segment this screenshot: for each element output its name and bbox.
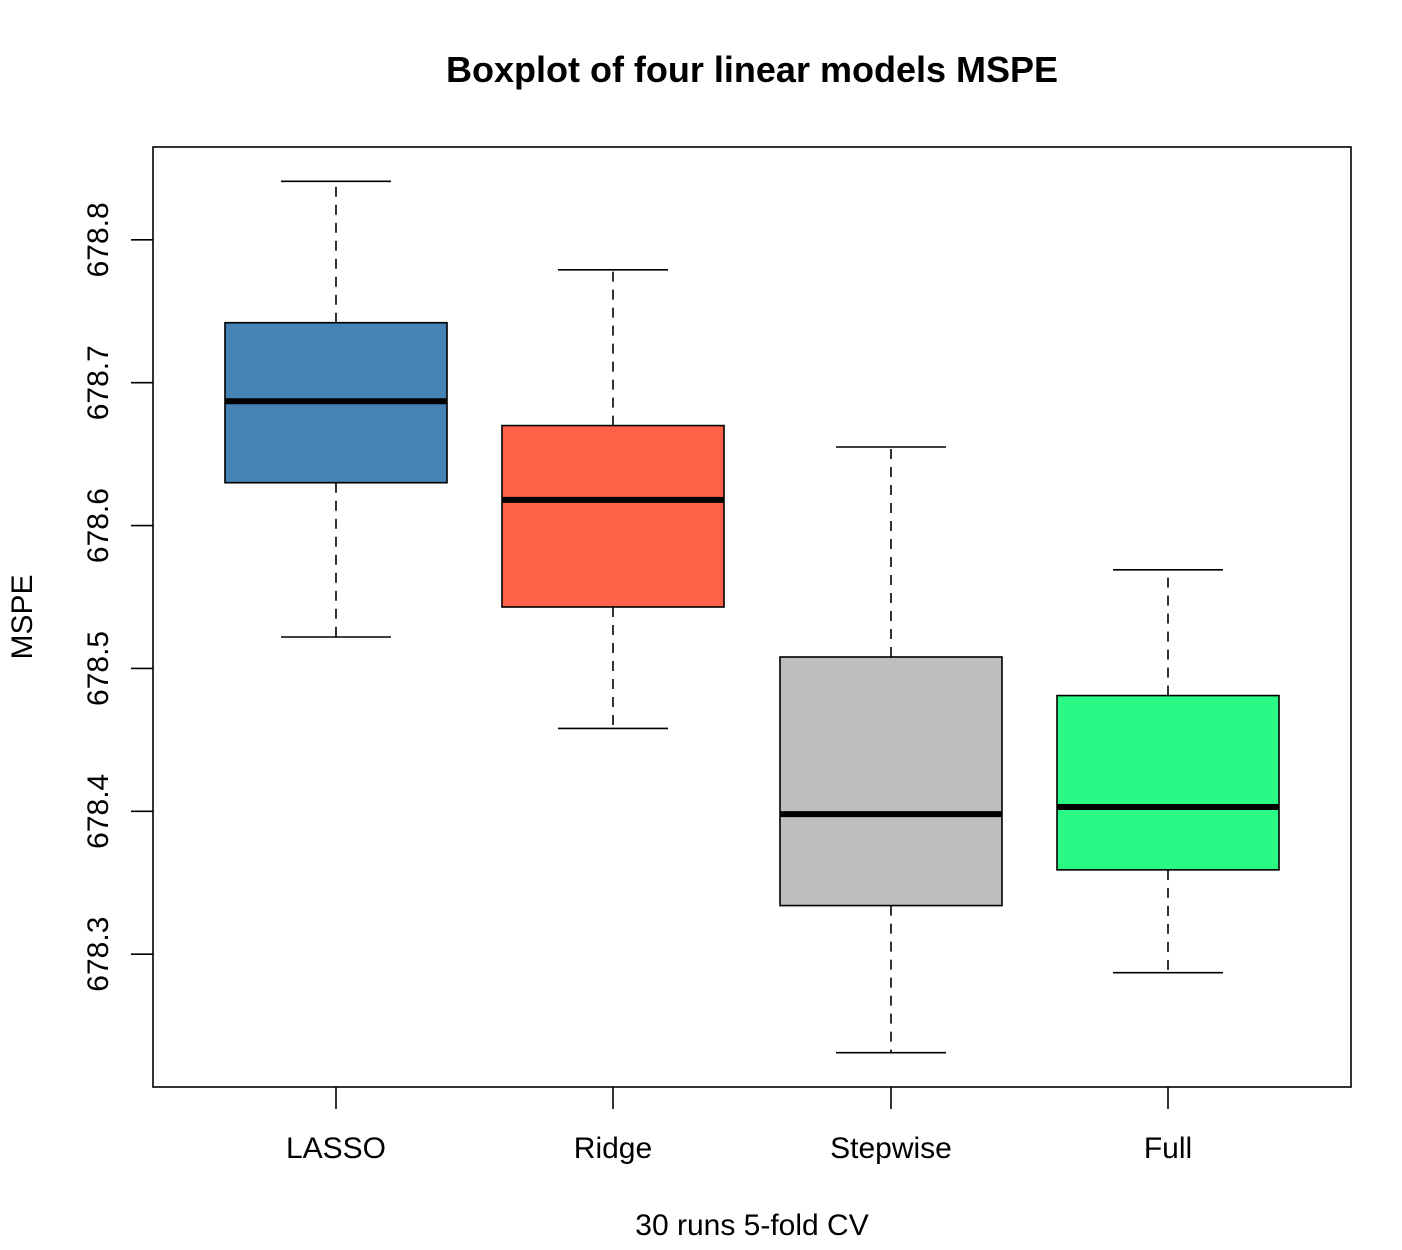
box-ridge	[501, 424, 725, 608]
chart-title: Boxplot of four linear models MSPE	[446, 49, 1058, 90]
y-tick-label: 678.6	[82, 488, 115, 563]
y-tick-label: 678.3	[82, 917, 115, 992]
x-tick-label: Stepwise	[830, 1132, 952, 1165]
y-tick-label: 678.5	[82, 631, 115, 706]
x-tick-label: LASSO	[286, 1132, 386, 1165]
plot-area: 678.3 678.4 678.5 678.6 678.7 678.8 LASSO Ridge…	[82, 146, 1352, 1165]
plot-frame	[152, 146, 1352, 1088]
x-axis-label: 30 runs 5-fold CV	[635, 1209, 868, 1242]
y-tick-label: 678.8	[82, 202, 115, 277]
x-tick-label: Ridge	[574, 1132, 652, 1165]
y-tick-label: 678.4	[82, 774, 115, 849]
y-axis-label: MSPE	[6, 574, 39, 659]
box-stepwise	[779, 656, 1003, 907]
x-tick-label: Full	[1144, 1132, 1192, 1165]
box-full	[1056, 694, 1280, 871]
y-tick-label: 678.7	[82, 345, 115, 420]
